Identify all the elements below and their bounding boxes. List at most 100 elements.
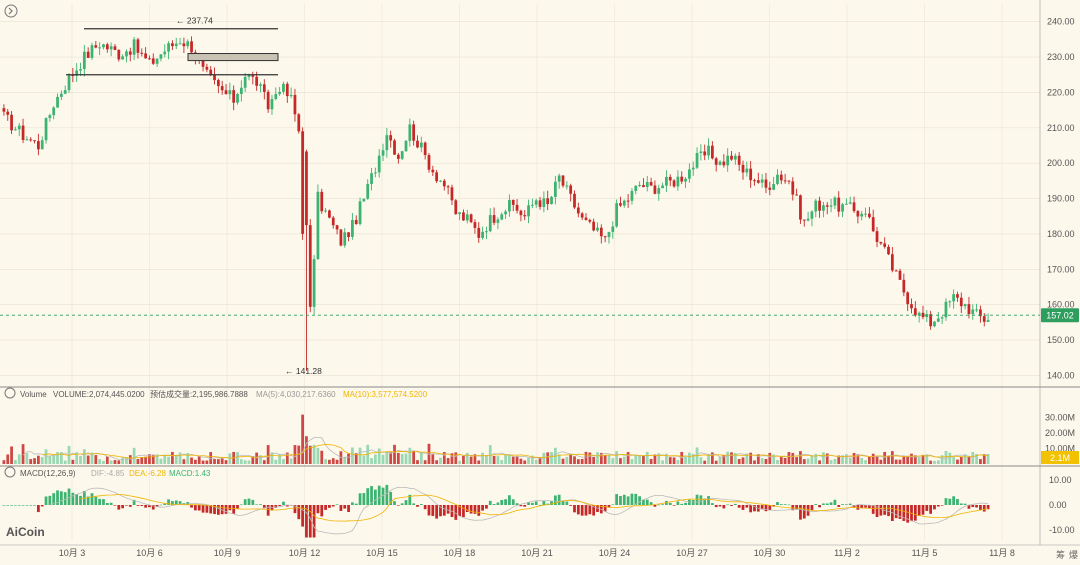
- volume-bar: [749, 452, 753, 464]
- macd-bar: [163, 503, 167, 505]
- volume-bar: [243, 460, 247, 464]
- macd-bar: [921, 505, 925, 515]
- time-tick-label: 10月 15: [366, 548, 398, 558]
- macd-bar: [86, 496, 90, 505]
- candle-body: [182, 43, 186, 47]
- time-tick-label: 10月 21: [521, 548, 553, 558]
- volume-bar: [408, 447, 412, 464]
- candle-body: [699, 151, 703, 153]
- candle-body: [255, 76, 259, 86]
- volume-header[interactable]: Volume VOLUME:2,074,445.0200 预估成交量:2,195…: [4, 387, 428, 399]
- volume-bar: [963, 454, 967, 464]
- price-tick-label: 240.00: [1047, 17, 1075, 27]
- macd-bar: [883, 505, 887, 515]
- low-marker-label: ← 141.28: [285, 366, 322, 376]
- macd-bar: [822, 503, 825, 505]
- macd-header[interactable]: MACD(12,26,9) DIF:-4.85 DEA:-6.28 MACD:1…: [4, 466, 211, 478]
- volume-bar: [776, 460, 779, 464]
- candle-body: [270, 98, 274, 110]
- macd-bar: [205, 505, 209, 513]
- volume-bar: [308, 445, 312, 464]
- candle-body: [86, 51, 90, 58]
- macd-bar: [948, 498, 952, 505]
- candle-body: [553, 181, 557, 197]
- volume-bar: [136, 459, 140, 464]
- volume-bar: [312, 444, 316, 464]
- macd-bar: [373, 489, 377, 505]
- volume-bar: [626, 452, 630, 464]
- volume-bar: [607, 455, 611, 464]
- candle-body: [419, 142, 423, 148]
- candle-body: [630, 190, 634, 201]
- candle-body: [442, 180, 446, 187]
- candle-body: [718, 161, 722, 165]
- volume-tick-label: 20.00M: [1045, 428, 1075, 438]
- candle-body: [634, 185, 638, 191]
- macd-bar: [90, 493, 94, 505]
- candle-body: [756, 180, 760, 183]
- macd-bar: [439, 505, 442, 517]
- macd-bar: [768, 505, 772, 511]
- macd-bar: [121, 505, 125, 509]
- macd-bar: [515, 503, 519, 505]
- collapse-macd-icon[interactable]: [4, 466, 16, 478]
- candle-body: [408, 124, 412, 141]
- volume-bar: [209, 452, 213, 464]
- macd-bar: [603, 505, 607, 512]
- macd-bar: [561, 500, 565, 505]
- candle-body: [389, 135, 393, 141]
- volume-bar: [753, 460, 756, 464]
- candle-body: [929, 314, 933, 327]
- candle-body: [492, 215, 496, 223]
- macd-bar: [400, 503, 404, 505]
- toolbar-label-a[interactable]: 筹: [1056, 549, 1065, 560]
- candle-body: [481, 231, 484, 238]
- candle-body: [584, 217, 588, 220]
- candle-body: [174, 43, 178, 47]
- candle-body: [611, 226, 615, 232]
- volume-bar: [619, 458, 622, 464]
- candle-body: [328, 210, 331, 218]
- volume-bar: [125, 457, 128, 464]
- volume-bar: [959, 456, 963, 464]
- volume-bar: [902, 456, 906, 464]
- macd-bar: [351, 502, 354, 505]
- macd-bar: [810, 505, 814, 511]
- macd-bar: [726, 504, 730, 506]
- volume-bar: [320, 450, 324, 464]
- volume-bar: [638, 455, 641, 464]
- macd-bar: [385, 484, 389, 505]
- volume-bar: [404, 453, 408, 464]
- candle-body: [285, 83, 289, 97]
- macd-tick-label: 0.00: [1049, 500, 1067, 510]
- macd-bar: [6, 505, 10, 506]
- volume-bar: [485, 455, 488, 464]
- candle-body: [967, 304, 971, 315]
- candle-body: [75, 70, 79, 76]
- candle-body: [730, 155, 733, 160]
- candle-body: [906, 292, 910, 305]
- macd-dea-line: [80, 493, 989, 522]
- volume-bar: [940, 455, 944, 464]
- volume-bar: [278, 453, 282, 464]
- macd-bar: [864, 505, 867, 508]
- collapse-volume-icon[interactable]: [4, 387, 16, 399]
- candle-body: [948, 301, 952, 303]
- candle-body: [435, 172, 439, 182]
- candle-body: [603, 236, 607, 238]
- candle-body: [626, 200, 630, 202]
- macd-bar: [358, 493, 362, 505]
- candle-body: [381, 150, 385, 156]
- volume-bar: [642, 455, 645, 464]
- settings-arrow-icon[interactable]: [4, 4, 18, 18]
- volume-bar: [722, 454, 726, 464]
- toolbar-label-b[interactable]: 爆: [1069, 549, 1078, 560]
- candle-body: [446, 186, 450, 188]
- volume-ma10: MA(10):3,577,574.5200: [343, 390, 428, 399]
- candle-body: [56, 96, 59, 108]
- time-tick-label: 11月 5: [912, 548, 938, 558]
- volume-bar: [795, 457, 798, 464]
- candle-body: [822, 205, 825, 211]
- candle-body: [385, 135, 389, 151]
- macd-bar: [377, 485, 381, 505]
